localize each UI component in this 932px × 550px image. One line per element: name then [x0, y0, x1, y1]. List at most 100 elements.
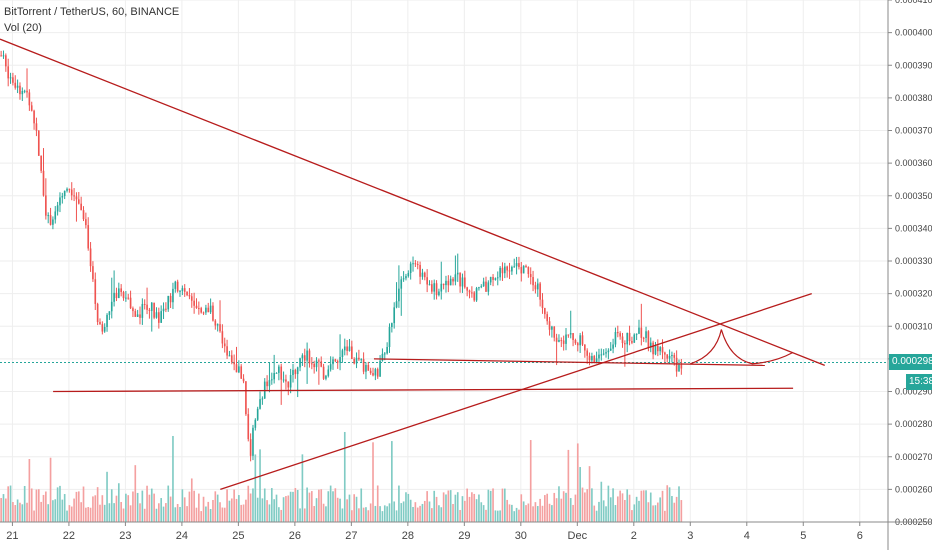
candle-body — [256, 408, 259, 420]
x-tick-label: 29 — [458, 530, 470, 542]
volume-bar — [341, 508, 344, 522]
projection-wave — [690, 329, 794, 365]
volume-bar — [310, 491, 313, 522]
candle-body — [609, 348, 612, 351]
volume-bar — [395, 510, 398, 522]
candle-body — [167, 295, 170, 310]
volume-bar — [388, 503, 391, 522]
volume-bar — [539, 498, 541, 522]
candle-body — [416, 264, 419, 266]
volume-bar — [292, 491, 294, 522]
candle-body — [172, 288, 174, 303]
volume-bar — [664, 510, 666, 522]
candle-body — [536, 283, 539, 290]
candle-body — [664, 352, 666, 355]
candle-body — [642, 337, 645, 339]
volume-bar — [468, 496, 471, 522]
candle-body — [195, 305, 198, 309]
candle-body — [652, 342, 654, 355]
volume-bar — [134, 465, 137, 522]
volume-bar — [591, 488, 593, 522]
volume-bar — [339, 498, 341, 522]
volume-bar — [334, 488, 337, 522]
candle-body — [595, 358, 598, 364]
volume-bar — [188, 491, 191, 522]
candle-body — [268, 380, 271, 387]
volume-bar — [169, 496, 172, 522]
volume-bar — [600, 481, 603, 522]
volume-bar — [649, 492, 652, 522]
volume-bar — [598, 501, 600, 522]
candle-body — [33, 110, 35, 124]
candle-body — [626, 332, 629, 345]
candle-body — [12, 77, 14, 83]
candle-body — [301, 355, 304, 359]
volume-bar — [459, 509, 461, 522]
candle-body — [254, 419, 257, 428]
volume-bar — [186, 506, 188, 522]
volume-bar — [579, 467, 581, 522]
candle-body — [612, 344, 614, 349]
volume-bar — [626, 489, 629, 522]
candle-body — [383, 353, 386, 355]
candle-body — [308, 350, 311, 364]
candle-body — [202, 312, 205, 314]
volume-bar — [534, 502, 537, 522]
volume-bar — [480, 502, 483, 522]
volume-bar — [155, 508, 158, 522]
candle-body — [586, 350, 589, 356]
candle-body — [270, 379, 273, 381]
trendline — [53, 387, 794, 393]
volume-bar — [226, 489, 228, 522]
volume-bar — [21, 504, 24, 522]
volume-bar — [19, 502, 21, 522]
volume-bar — [358, 508, 360, 522]
volume-bar — [421, 503, 424, 522]
volume-bar — [449, 490, 452, 522]
candle-body — [452, 278, 454, 282]
candle-body — [393, 307, 396, 324]
candle-body — [671, 355, 673, 357]
x-tick-label: 4 — [744, 530, 750, 542]
candle-body — [242, 378, 245, 382]
candle-body — [459, 272, 461, 287]
volume-bar — [89, 507, 92, 522]
candle-body — [654, 345, 657, 355]
volume-bar — [355, 496, 358, 522]
volume-bar — [228, 500, 231, 522]
candle-body — [336, 361, 339, 363]
volume-bar — [383, 505, 386, 522]
volume-bar — [560, 498, 563, 522]
candle-body — [230, 355, 233, 363]
candle-body — [59, 197, 61, 206]
volume-bar — [640, 490, 643, 522]
candle-body — [165, 308, 167, 310]
volume-bar — [2, 494, 5, 522]
candle-body — [322, 366, 325, 379]
candle-body — [675, 357, 678, 372]
candle-body — [259, 399, 261, 409]
candle-body — [579, 335, 581, 346]
candle-body — [381, 353, 384, 361]
volume-bar — [409, 499, 412, 522]
volume-bar — [576, 443, 579, 522]
volume-bar — [376, 485, 379, 522]
volume-bar — [433, 490, 436, 522]
candle-body — [315, 360, 318, 368]
volume-bar — [183, 497, 186, 522]
volume-bar — [275, 494, 278, 522]
candle-body — [289, 375, 292, 388]
volume-bar — [56, 487, 59, 522]
volume-bar — [581, 487, 584, 522]
volume-bar — [223, 507, 226, 522]
volume-bar — [80, 502, 82, 522]
volume-bar — [268, 504, 271, 522]
x-tick-label: 2 — [631, 530, 637, 542]
candle-body — [80, 203, 82, 211]
